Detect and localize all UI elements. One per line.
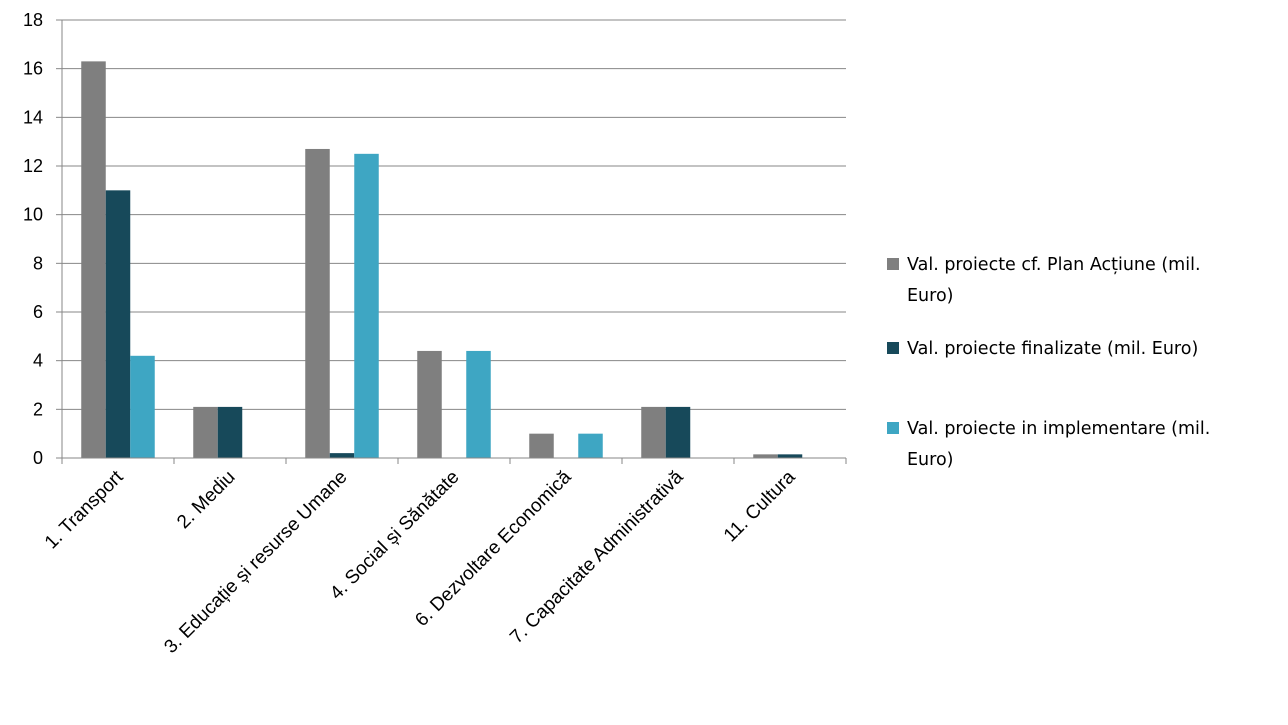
x-category-label: 3. Educație și resurse Umane xyxy=(160,467,351,658)
legend-label: Val. proiecte finalizate (mil. Euro) xyxy=(907,339,1198,359)
y-tick-label: 4 xyxy=(33,351,43,371)
bars xyxy=(81,61,803,459)
bar-1-5 xyxy=(529,433,554,458)
bar-2-6 xyxy=(665,406,691,458)
y-tick-label: 14 xyxy=(23,107,43,127)
bar-2-7 xyxy=(777,454,803,458)
y-tick-label: 10 xyxy=(23,205,43,225)
legend-swatch xyxy=(887,258,899,270)
y-tick-label: 6 xyxy=(33,302,43,322)
gridlines xyxy=(62,19,846,410)
x-category-label: 1. Transport xyxy=(41,466,128,553)
y-tick-label: 16 xyxy=(23,59,43,79)
y-tick-label: 0 xyxy=(33,448,43,468)
bar-1-3 xyxy=(305,148,330,458)
legend-label: Euro) xyxy=(907,450,954,470)
bar-3-1 xyxy=(130,355,155,458)
y-tick-label: 12 xyxy=(23,156,43,176)
bar-1-4 xyxy=(417,350,442,458)
x-category-label: 11. Cultura xyxy=(720,466,800,546)
legend-label: Euro) xyxy=(907,286,954,306)
y-tick-label: 2 xyxy=(33,399,43,419)
bar-3-3 xyxy=(354,153,379,459)
x-category-label: 2. Mediu xyxy=(173,467,239,533)
bar-1-2 xyxy=(193,406,218,458)
bar-2-2 xyxy=(217,406,243,458)
bar-1-7 xyxy=(753,454,778,458)
y-tick-label: 18 xyxy=(23,10,43,30)
y-axis-tick-labels: 0 2 4 6 8 10 12 14 16 18 xyxy=(23,10,43,468)
bar-3-5 xyxy=(578,433,603,458)
legend: Val. proiecte cf. Plan Acțiune (mil. Euro… xyxy=(887,255,1210,470)
legend-swatch xyxy=(887,422,899,434)
y-tick-label: 8 xyxy=(33,253,43,273)
bar-1-6 xyxy=(641,406,666,458)
legend-swatch xyxy=(887,342,899,354)
legend-label: Val. proiecte cf. Plan Acțiune (mil. xyxy=(907,255,1201,275)
bar-3-4 xyxy=(466,350,491,458)
axes xyxy=(56,19,847,464)
bar-2-3 xyxy=(329,453,355,458)
bar-1-1 xyxy=(81,61,106,458)
bar-2-1 xyxy=(105,190,131,459)
legend-label: Val. proiecte in implementare (mil. xyxy=(907,419,1210,439)
